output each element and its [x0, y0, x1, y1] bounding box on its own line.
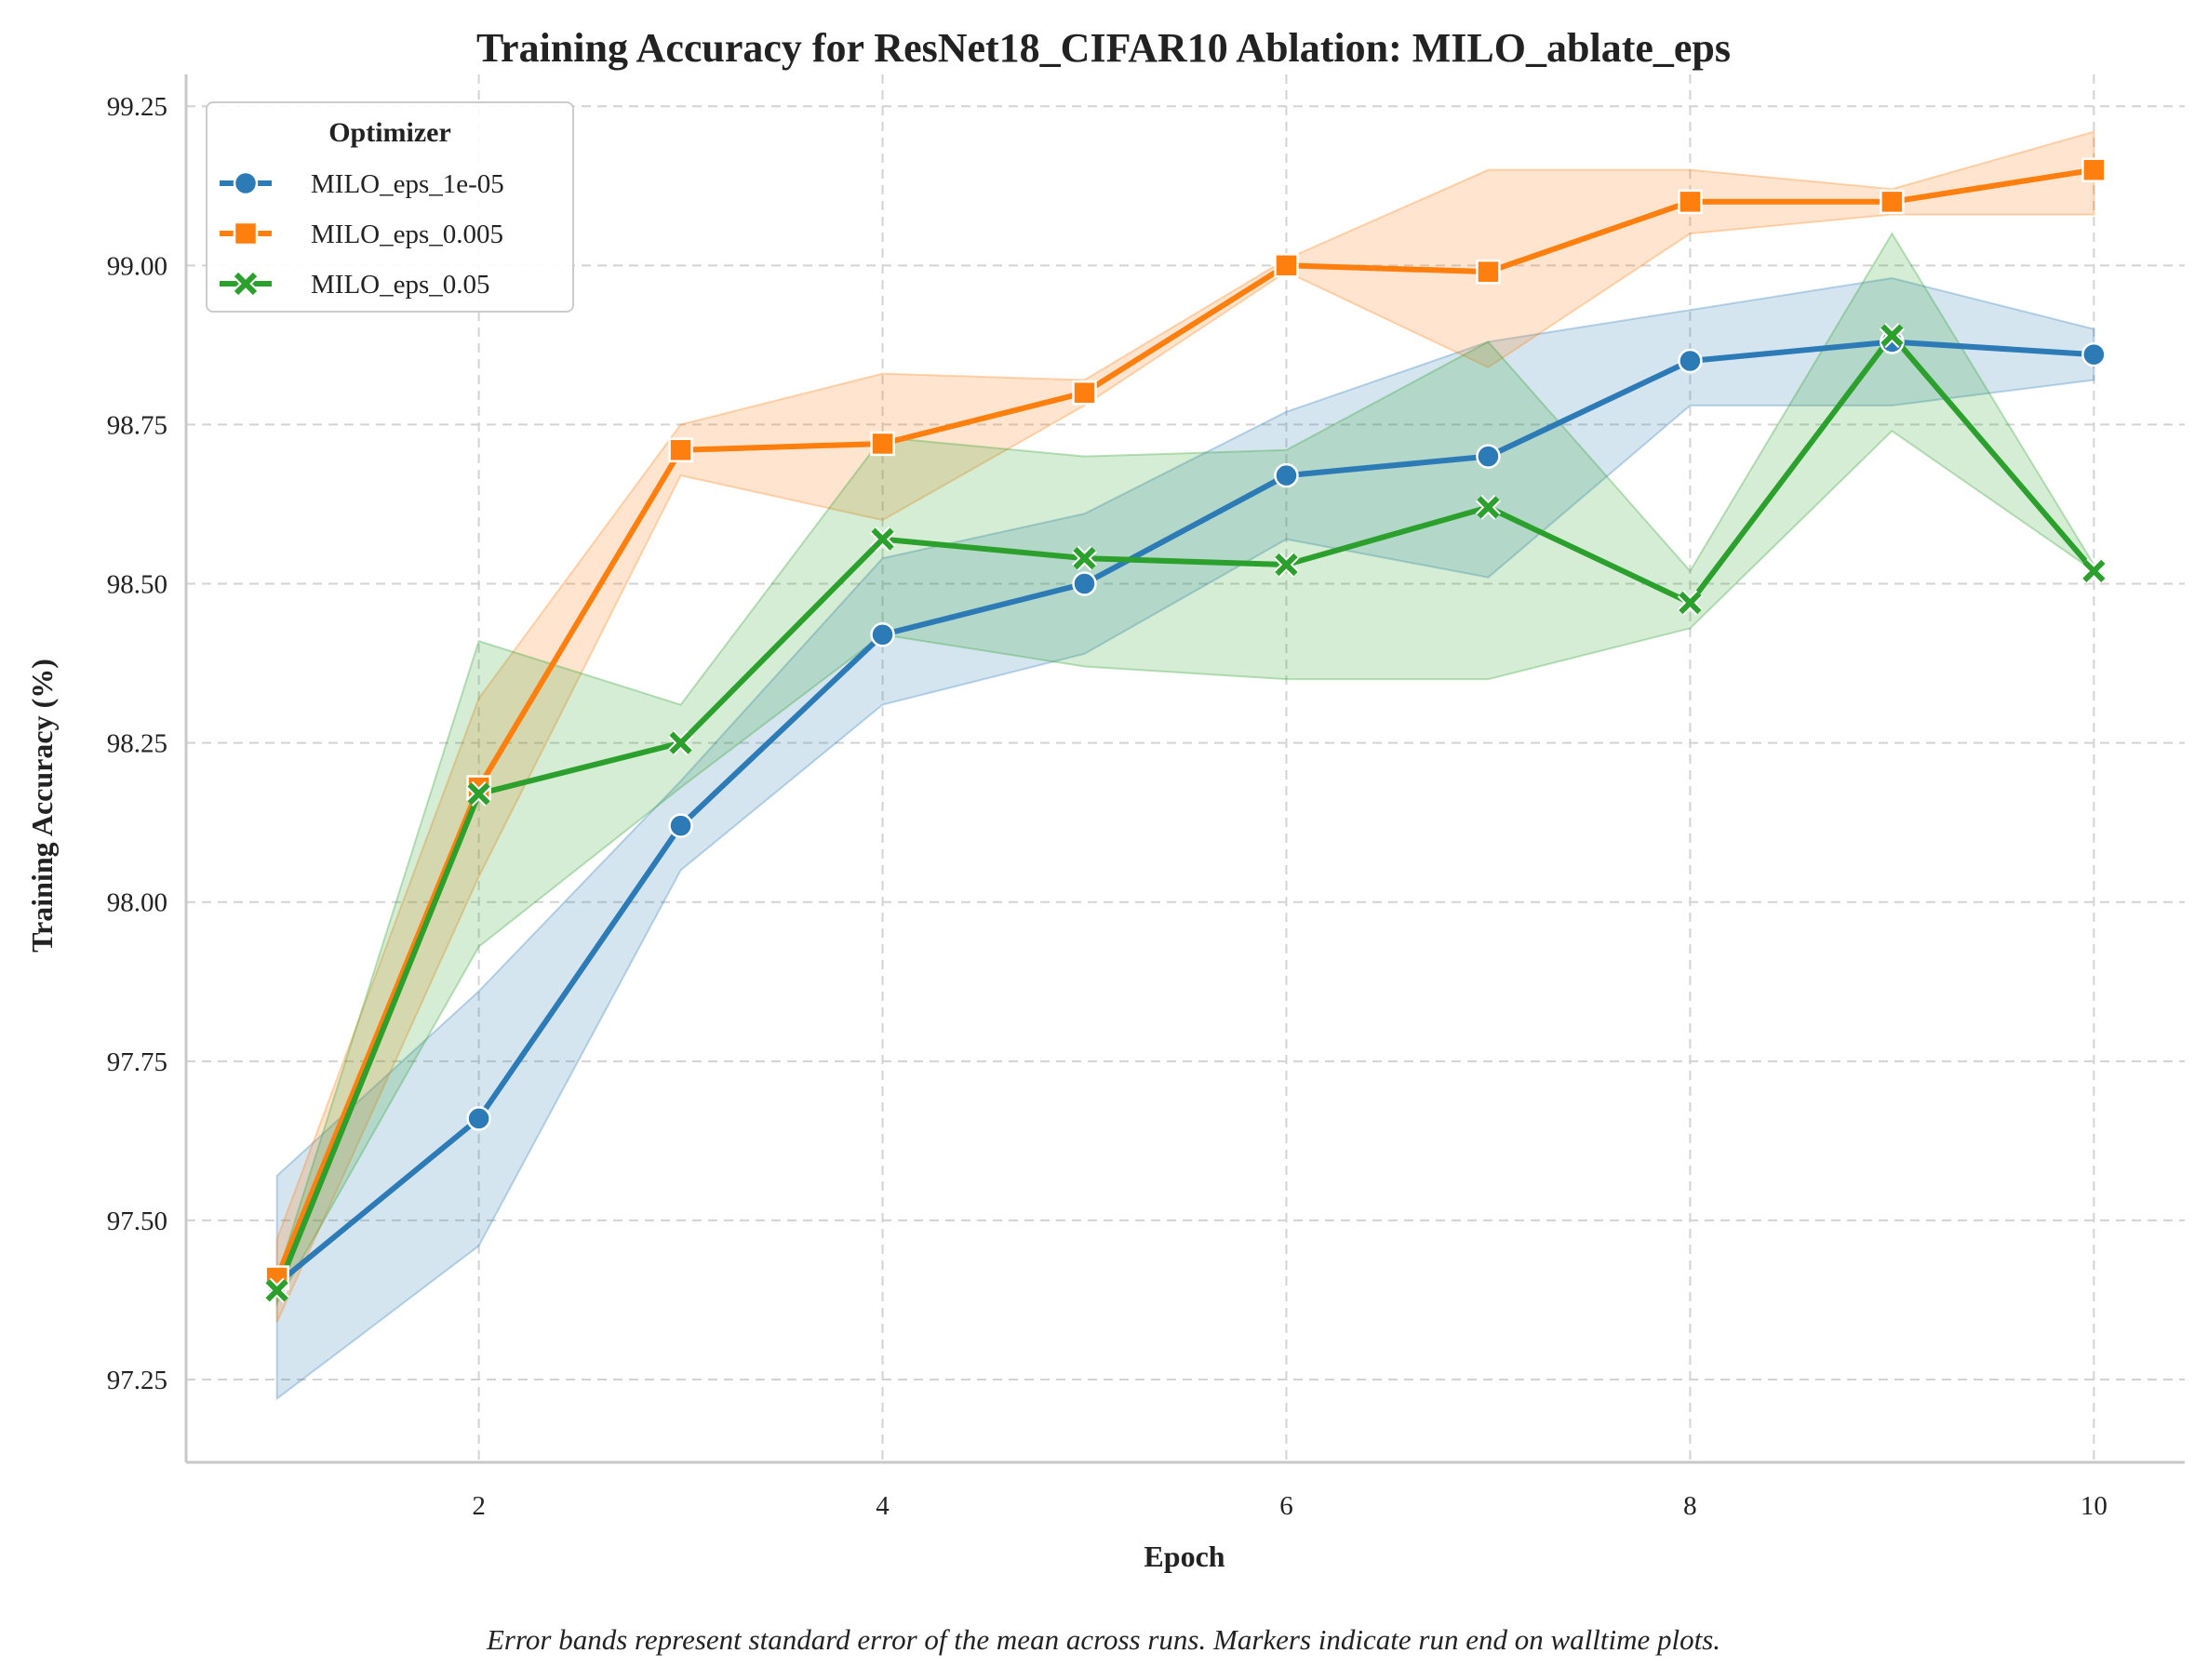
y-tick-label: 97.75	[107, 1047, 167, 1077]
legend-title: Optimizer	[328, 117, 451, 148]
y-tick-label: 98.25	[107, 729, 167, 759]
legend: Optimizer MILO_eps_1e-05 MILO_eps_0.005 MI…	[206, 101, 574, 313]
legend-frame	[206, 101, 574, 313]
legend-label: MILO_eps_0.005	[311, 220, 503, 249]
x-tick-label: 10	[2081, 1491, 2108, 1521]
x-tick-label: 8	[1683, 1491, 1697, 1521]
legend-marker	[233, 220, 259, 247]
data-point-milo-eps-0-05	[668, 730, 694, 756]
error-band-milo-eps-0-05	[275, 232, 2095, 1307]
data-point-milo-eps-0-005	[668, 437, 693, 463]
data-point-milo-eps-0-05	[1677, 590, 1703, 616]
error-bands	[275, 130, 2095, 1401]
chart-caption: Error bands represent standard error of …	[486, 1623, 1720, 1656]
data-point-milo-eps-1e-05	[668, 813, 693, 838]
data-point-milo-eps-0-005	[870, 431, 895, 457]
x-tick-label: 2	[472, 1491, 486, 1521]
y-tick-label: 98.75	[107, 410, 167, 440]
data-point-milo-eps-0-05	[466, 780, 492, 807]
data-point-milo-eps-1e-05	[466, 1106, 491, 1131]
data-point-milo-eps-0-05	[870, 527, 896, 553]
data-point-milo-eps-1e-05	[1678, 348, 1703, 374]
data-point-milo-eps-0-005	[2081, 157, 2107, 182]
axes	[184, 74, 2185, 1464]
tick-labels: 97.25 97.50 97.75 98.00 98.25 98.50 98.75 99.00…	[107, 92, 2108, 1521]
data-point-milo-eps-1e-05	[2081, 341, 2107, 367]
data-point-milo-eps-0-05	[1071, 545, 1098, 571]
x-axis-label: Epoch	[1144, 1540, 1224, 1573]
data-point-milo-eps-1e-05	[1274, 462, 1299, 488]
legend-item-milo-eps-0-005: MILO_eps_0.005	[220, 220, 503, 249]
y-tick-label: 99.00	[107, 251, 167, 281]
y-tick-label: 99.25	[107, 92, 167, 122]
y-axis-label: Training Accuracy (%)	[25, 659, 59, 953]
y-tick-label: 98.50	[107, 570, 167, 600]
legend-item-milo-eps-1e-05: MILO_eps_1e-05	[220, 169, 504, 199]
legend-marker	[233, 271, 259, 297]
y-tick-label: 97.25	[107, 1366, 167, 1395]
x-tick-label: 4	[876, 1491, 890, 1521]
data-point-milo-eps-0-005	[1072, 380, 1097, 406]
y-tick-label: 97.50	[107, 1207, 167, 1236]
error-band-milo-eps-0-005	[275, 130, 2095, 1323]
legend-label: MILO_eps_1e-05	[311, 169, 504, 199]
series-markers	[264, 157, 2107, 1303]
data-point-milo-eps-1e-05	[870, 622, 895, 647]
x-tick-label: 6	[1279, 1491, 1293, 1521]
series-line-milo-eps-0-05	[274, 332, 2096, 1292]
data-point-milo-eps-0-005	[1476, 259, 1501, 285]
y-tick-label: 98.00	[107, 888, 167, 918]
data-point-milo-eps-1e-05	[1072, 571, 1097, 596]
legend-item-milo-eps-0-05: MILO_eps_0.05	[220, 270, 490, 300]
data-point-milo-eps-0-05	[1879, 323, 1905, 349]
data-point-milo-eps-0-05	[264, 1277, 290, 1303]
data-point-milo-eps-1e-05	[1476, 444, 1501, 469]
data-point-milo-eps-0-05	[1475, 494, 1501, 520]
data-point-milo-eps-0-005	[1880, 189, 1905, 215]
data-point-milo-eps-0-05	[2081, 558, 2107, 584]
data-point-milo-eps-0-005	[1678, 189, 1703, 215]
chart-title: Training Accuracy for ResNet18_CIFAR10 A…	[476, 25, 1731, 71]
data-point-milo-eps-0-05	[1273, 552, 1300, 578]
series-line-milo-eps-1e-05	[274, 339, 2094, 1287]
legend-label: MILO_eps_0.05	[311, 270, 490, 300]
series-line-milo-eps-0-005	[274, 167, 2094, 1279]
series-lines	[274, 167, 2096, 1292]
data-point-milo-eps-0-005	[1274, 253, 1299, 278]
legend-marker	[233, 170, 259, 196]
